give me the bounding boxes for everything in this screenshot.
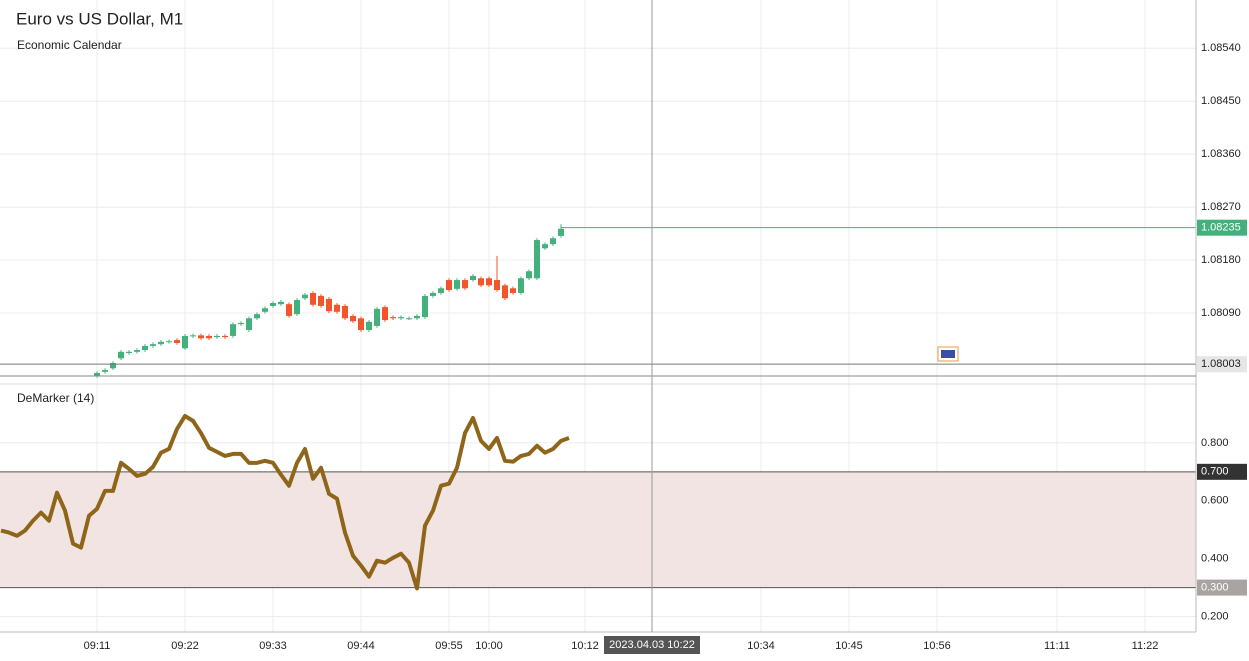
candle-body: [454, 280, 460, 289]
candle-body: [350, 315, 356, 322]
candle-body: [206, 335, 212, 339]
x-tick-label: 11:22: [1132, 640, 1159, 652]
x-tick-label: 10:12: [571, 640, 599, 652]
candle-body: [382, 307, 388, 321]
candle-body: [126, 351, 132, 353]
candle-body: [486, 278, 492, 286]
candle-body: [166, 341, 172, 343]
candle-body: [558, 228, 564, 236]
candle-body: [230, 324, 236, 336]
candle-body: [374, 308, 380, 326]
last-price-label: 1.08235: [1201, 222, 1241, 234]
candle-body: [158, 341, 164, 345]
candle-body: [534, 240, 540, 279]
candle-body: [94, 372, 100, 376]
y-tick-label: 0.600: [1201, 495, 1229, 507]
y-tick-label: 1.08270: [1201, 201, 1241, 213]
indicator-line: [0, 413, 570, 591]
candle-body: [510, 288, 516, 293]
candle-body: [222, 335, 228, 338]
candle-body: [214, 335, 220, 338]
candle-body: [414, 315, 420, 319]
x-tick-label: 09:22: [171, 640, 199, 652]
candle-body: [198, 335, 204, 339]
candle-body: [422, 295, 428, 318]
y-tick-label: 1.08540: [1201, 42, 1241, 54]
y-tick-label: 0.400: [1201, 553, 1229, 565]
candle-body: [302, 294, 308, 299]
candle-body: [542, 244, 548, 249]
x-tick-label: 11:11: [1044, 640, 1070, 652]
level-label: 0.300: [1201, 581, 1229, 593]
x-tick-label: 10:56: [923, 640, 951, 652]
candle-body: [358, 318, 364, 331]
candle-body: [134, 350, 140, 352]
candle-body: [150, 344, 156, 346]
candle-body: [326, 298, 332, 312]
candle-body: [390, 317, 396, 319]
candle-body: [118, 351, 124, 359]
eu-flag-icon[interactable]: [941, 350, 955, 358]
x-tick-label: 09:33: [259, 640, 287, 652]
candle-body: [502, 285, 508, 299]
candle-body: [462, 280, 468, 289]
y-tick-label: 1.08360: [1201, 148, 1241, 160]
level-label: 0.700: [1201, 466, 1229, 478]
y-tick-label: 0.200: [1201, 610, 1229, 622]
chart-title: Euro vs US Dollar, M1: [16, 9, 183, 28]
x-tick-label: 10:00: [475, 640, 503, 652]
level-box: [1197, 356, 1247, 373]
candle-body: [254, 314, 260, 319]
candle-body: [366, 321, 372, 331]
level-label: 1.08003: [1201, 358, 1241, 370]
crosshair-label: 2023.04.03 10:22: [609, 639, 695, 651]
candle-body: [446, 280, 452, 291]
chart-subtitle[interactable]: Economic Calendar: [17, 38, 122, 52]
candle-body: [190, 335, 196, 337]
calendar-event-box[interactable]: [937, 346, 959, 362]
candle-body: [334, 304, 340, 312]
candle-body: [318, 295, 324, 306]
y-tick-label: 0.800: [1201, 437, 1229, 449]
candle-body: [286, 304, 292, 316]
candle-body: [550, 238, 556, 245]
candle-body: [110, 362, 116, 369]
candle-body: [262, 308, 268, 312]
y-tick-label: 1.08180: [1201, 254, 1241, 266]
candle-body: [430, 292, 436, 296]
y-tick-label: 1.08450: [1201, 95, 1241, 107]
candle-body: [102, 370, 108, 372]
candle-body: [406, 318, 412, 320]
level-box: [1197, 463, 1247, 480]
candle-body: [438, 288, 444, 293]
candle-body: [246, 318, 252, 331]
level-box: [1197, 579, 1247, 596]
candle-body: [182, 335, 188, 349]
candle-body: [470, 275, 476, 281]
candle-body: [398, 317, 404, 319]
last-price-box: [1197, 219, 1247, 236]
candle-body: [342, 305, 348, 319]
x-tick-label: 10:34: [747, 640, 775, 652]
candle-body: [478, 278, 484, 286]
candle-body: [270, 302, 276, 306]
candle-body: [142, 345, 148, 351]
candle-body: [174, 340, 180, 343]
x-tick-label: 09:55: [435, 640, 463, 652]
candle-body: [294, 300, 300, 315]
x-tick-label: 09:44: [347, 640, 375, 652]
candle-body: [238, 322, 244, 325]
candle-body: [526, 271, 532, 279]
x-tick-label: 09:11: [84, 640, 111, 652]
candle-body: [518, 278, 524, 293]
candle-body: [310, 292, 316, 305]
candle-body: [494, 280, 500, 291]
y-tick-label: 1.08090: [1201, 307, 1241, 319]
x-tick-label: 10:45: [835, 640, 863, 652]
candle-body: [278, 301, 284, 305]
indicator-title: DeMarker (14): [17, 391, 94, 405]
level-band: [0, 471, 1196, 588]
crosshair-label-box: [604, 636, 700, 654]
